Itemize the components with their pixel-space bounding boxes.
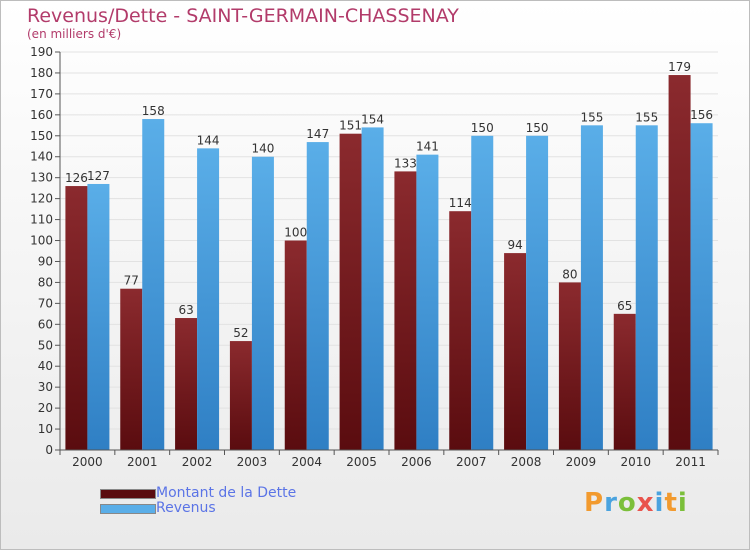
bar-debt bbox=[668, 75, 691, 450]
data-label-debt: 114 bbox=[449, 196, 472, 210]
y-tick-label: 60 bbox=[38, 317, 53, 331]
data-label-debt: 126 bbox=[65, 171, 88, 185]
bar-revenue bbox=[471, 135, 494, 450]
y-tick-label: 10 bbox=[38, 422, 53, 436]
y-tick-label: 170 bbox=[30, 87, 53, 101]
legend-label-debt: Montant de la Dette bbox=[156, 485, 297, 501]
legend-swatch-revenue bbox=[100, 504, 156, 514]
data-label-debt: 65 bbox=[617, 299, 632, 313]
legend-swatch-debt bbox=[100, 489, 156, 499]
bar-revenue bbox=[635, 125, 658, 450]
bar-revenue bbox=[142, 119, 165, 450]
bar-debt bbox=[284, 240, 307, 450]
y-tick-label: 160 bbox=[30, 108, 53, 122]
y-tick-label: 120 bbox=[30, 192, 53, 206]
data-label-revenue: 140 bbox=[251, 142, 274, 156]
y-tick-label: 90 bbox=[38, 254, 53, 268]
data-label-revenue: 155 bbox=[580, 110, 603, 124]
data-label-debt: 63 bbox=[178, 303, 193, 317]
legend-label-revenue: Revenus bbox=[156, 500, 216, 516]
y-tick-label: 80 bbox=[38, 275, 53, 289]
y-tick-label: 30 bbox=[38, 380, 53, 394]
x-tick-label: 2000 bbox=[72, 455, 103, 469]
bar-debt bbox=[175, 318, 198, 450]
x-tick-label: 2008 bbox=[511, 455, 542, 469]
chart-title: Revenus/Dette - SAINT-GERMAIN-CHASSENAY bbox=[27, 5, 459, 27]
bar-revenue bbox=[690, 123, 713, 450]
y-tick-label: 150 bbox=[30, 129, 53, 143]
y-tick-label: 40 bbox=[38, 359, 53, 373]
data-labels: 126 127 77 158 63 144 52 140 100 147 151 154 133 141 1… bbox=[65, 60, 713, 340]
data-label-revenue: 127 bbox=[87, 169, 110, 183]
chart-subtitle: (en milliers d'€) bbox=[27, 27, 122, 41]
data-label-revenue: 155 bbox=[635, 110, 658, 124]
data-label-debt: 133 bbox=[394, 156, 417, 170]
bar-revenue bbox=[197, 148, 220, 450]
y-tick-label: 130 bbox=[30, 171, 53, 185]
bar-debt bbox=[613, 313, 636, 450]
data-label-revenue: 156 bbox=[690, 108, 713, 122]
y-tick-label: 100 bbox=[30, 234, 53, 248]
data-label-revenue: 144 bbox=[197, 133, 220, 147]
bar-revenue bbox=[526, 135, 549, 450]
x-tick-label: 2003 bbox=[237, 455, 268, 469]
bar-revenue bbox=[87, 183, 110, 450]
bar-revenue bbox=[306, 142, 329, 451]
proxiti-logo: Proxiti bbox=[584, 488, 688, 518]
y-tick-label: 70 bbox=[38, 296, 53, 310]
y-tick-label: 190 bbox=[30, 45, 53, 59]
y-tick-label: 180 bbox=[30, 66, 53, 80]
data-label-debt: 100 bbox=[284, 226, 307, 240]
bar-revenue bbox=[361, 127, 384, 451]
y-tick-label: 110 bbox=[30, 213, 53, 227]
bar-revenue bbox=[580, 125, 603, 450]
grid-lines bbox=[60, 51, 718, 451]
bar-debt bbox=[504, 253, 527, 450]
x-tick-label: 2006 bbox=[401, 455, 432, 469]
x-tick-label: 2007 bbox=[456, 455, 487, 469]
data-label-debt: 52 bbox=[233, 326, 248, 340]
y-tick-label: 0 bbox=[45, 443, 53, 457]
x-tick-label: 2004 bbox=[291, 455, 322, 469]
bars bbox=[65, 75, 713, 451]
x-tick-label: 2005 bbox=[346, 455, 377, 469]
data-label-revenue: 154 bbox=[361, 112, 384, 126]
data-label-debt: 80 bbox=[562, 267, 577, 281]
x-tick-label: 2001 bbox=[127, 455, 158, 469]
y-tick-label: 20 bbox=[38, 401, 53, 415]
data-label-debt: 179 bbox=[668, 60, 691, 74]
data-label-debt: 94 bbox=[507, 238, 522, 252]
x-tick-label: 2002 bbox=[182, 455, 213, 469]
bar-debt bbox=[120, 288, 143, 450]
bar-debt bbox=[449, 211, 472, 450]
data-label-revenue: 150 bbox=[526, 121, 549, 135]
data-label-debt: 151 bbox=[339, 119, 362, 133]
x-tick-label: 2009 bbox=[566, 455, 597, 469]
y-tick-label: 140 bbox=[30, 150, 53, 164]
data-label-revenue: 158 bbox=[142, 104, 165, 118]
data-label-debt: 77 bbox=[124, 274, 139, 288]
x-tick-label: 2011 bbox=[675, 455, 706, 469]
bar-debt bbox=[229, 341, 252, 450]
bar-revenue bbox=[416, 154, 439, 451]
data-label-revenue: 141 bbox=[416, 140, 439, 154]
data-label-revenue: 150 bbox=[471, 121, 494, 135]
bar-debt bbox=[339, 133, 362, 450]
bar-debt bbox=[558, 282, 581, 450]
bar-debt bbox=[65, 186, 88, 450]
axes: 0 10 20 30 40 50 60 70 80 90 100 110 120 130 140 150 160… bbox=[30, 45, 719, 469]
bar-revenue bbox=[251, 156, 274, 450]
bar-debt bbox=[394, 171, 417, 450]
data-label-revenue: 147 bbox=[306, 127, 329, 141]
y-tick-label: 50 bbox=[38, 338, 53, 352]
x-tick-label: 2010 bbox=[620, 455, 651, 469]
